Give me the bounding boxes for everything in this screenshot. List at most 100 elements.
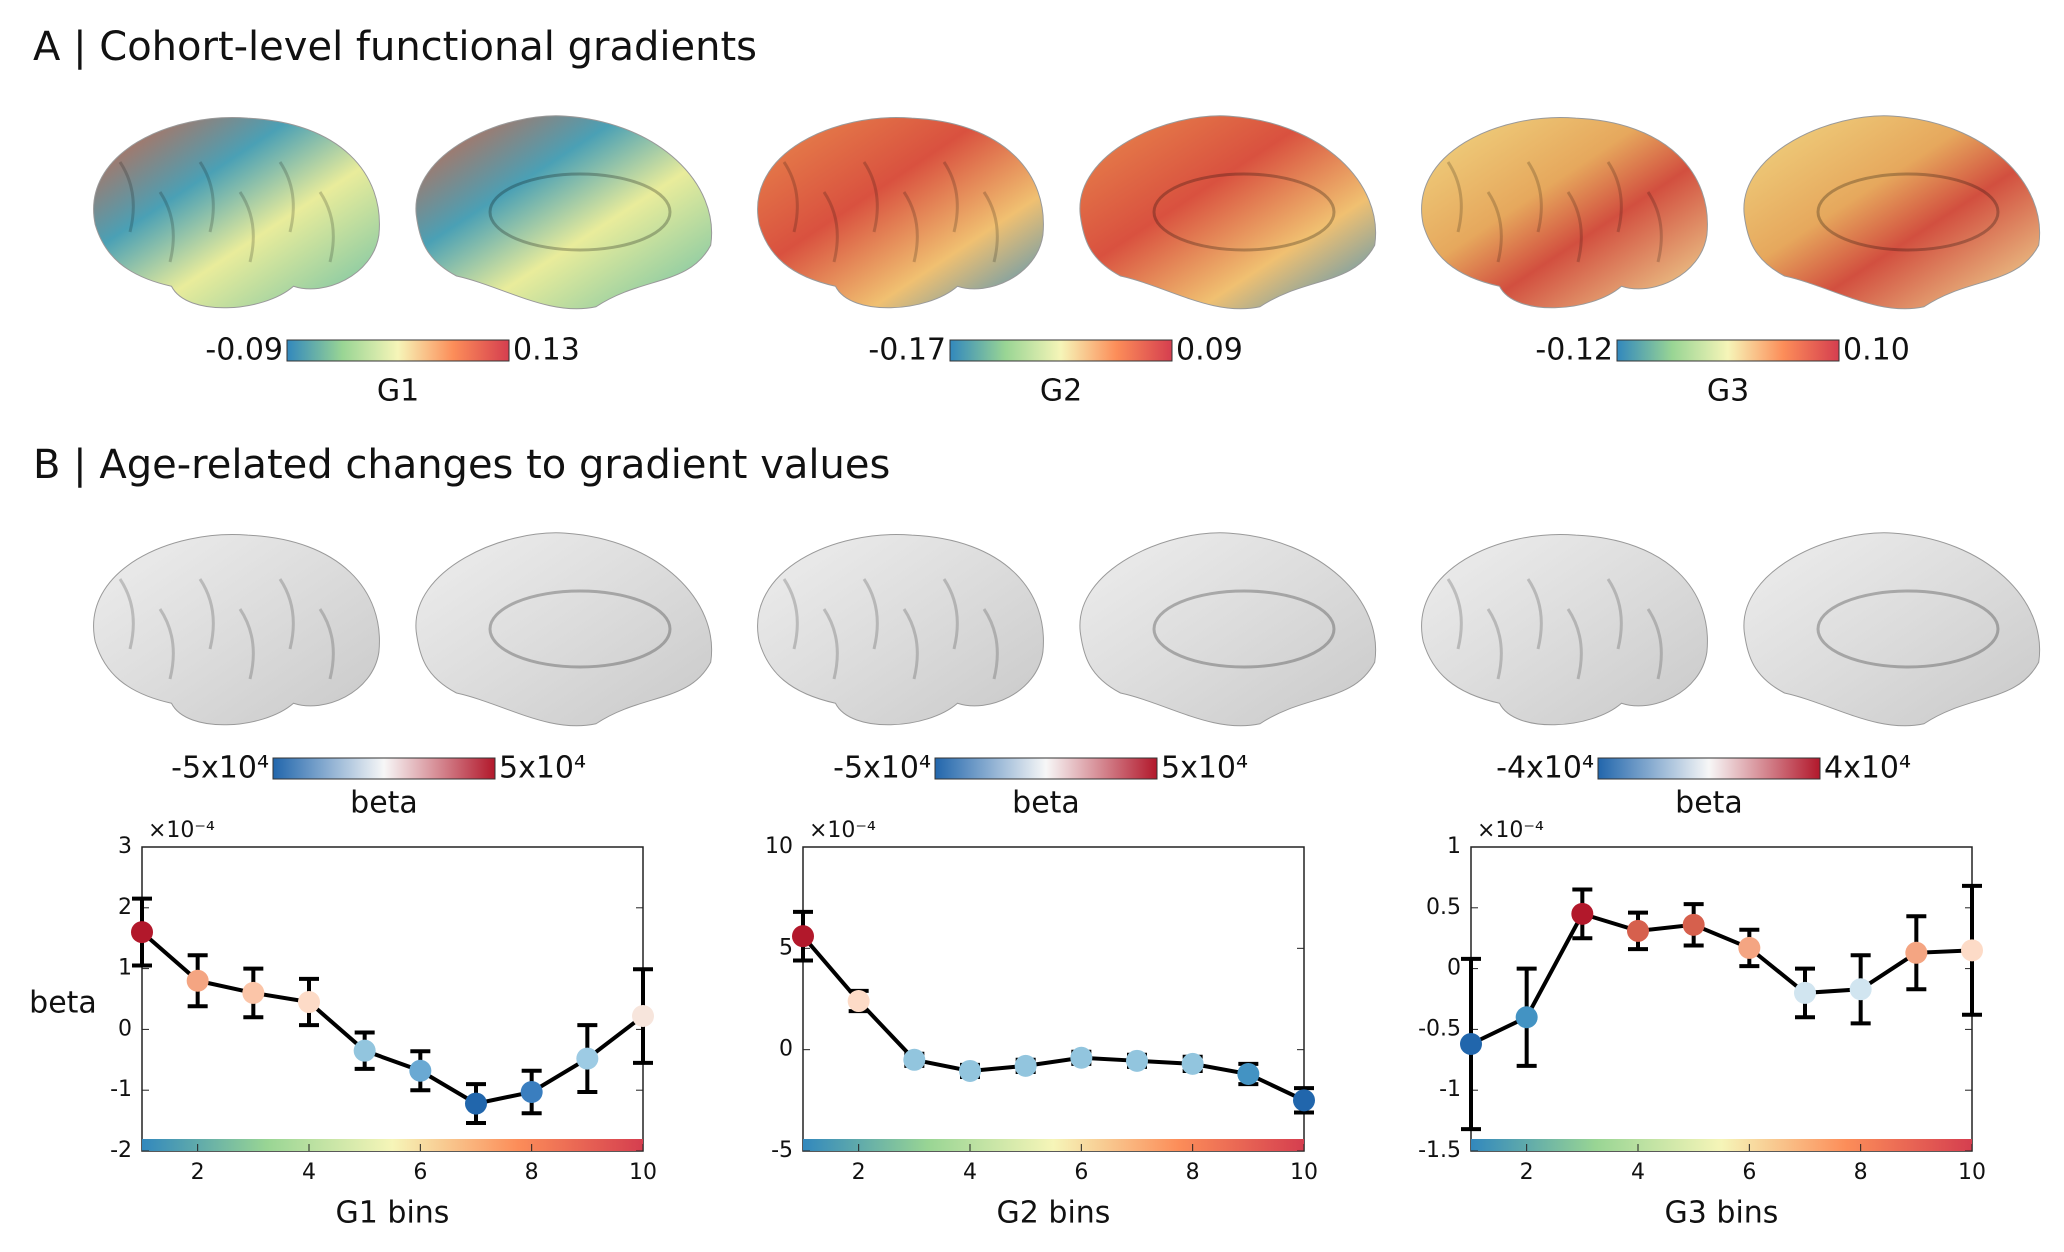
colorbar-max-label: 5x10⁴	[499, 751, 586, 786]
line	[140, 930, 645, 1106]
colorbar	[286, 339, 510, 362]
y-tick-label: 1	[118, 956, 132, 981]
colorbar-min-label: -4x10⁴	[1496, 751, 1594, 786]
point	[1515, 1006, 1538, 1029]
sulcus	[118, 161, 135, 233]
x-tick-label: 2	[852, 1160, 866, 1185]
x-tick-label: 2	[191, 1160, 205, 1185]
point	[1849, 978, 1872, 1001]
brain-lateral	[757, 534, 1044, 726]
x-tick-label: 8	[525, 1160, 539, 1185]
x-tick-label: 10	[1958, 1160, 1986, 1185]
point	[520, 1081, 543, 1104]
x-axis-label: G2 bins	[997, 1196, 1111, 1231]
colorbar	[949, 339, 1173, 362]
sulcus	[318, 191, 335, 263]
sulcus	[862, 161, 879, 233]
colorbar-min-label: -0.17	[868, 333, 946, 368]
sulcus	[1526, 161, 1543, 233]
colorbar-title: beta	[1675, 786, 1743, 821]
y-tick-label: 10	[765, 834, 793, 859]
point	[576, 1047, 599, 1070]
brain-lateral	[757, 117, 1044, 309]
point	[1738, 936, 1761, 959]
sulcus	[278, 578, 295, 650]
sulcus	[1486, 608, 1503, 680]
panel-b-title: B | Age-related changes to gradient valu…	[33, 442, 890, 488]
colorbar	[934, 757, 1158, 780]
x-tick-label: 4	[1631, 1160, 1645, 1185]
y-tick-label: 3	[118, 834, 132, 859]
axis-colorbar	[1471, 1139, 1972, 1151]
point	[465, 1092, 487, 1115]
x-tick-label: 8	[1186, 1160, 1200, 1185]
y-axis-label: beta	[29, 986, 97, 1021]
scale-label: ×10⁻⁴	[1477, 818, 1544, 843]
point	[1460, 1032, 1482, 1055]
point	[1682, 913, 1705, 936]
sulcus	[238, 191, 255, 263]
colorbar-max-label: 0.10	[1843, 333, 1910, 368]
x-tick-label: 6	[1742, 1160, 1756, 1185]
sulcus	[1526, 578, 1543, 650]
scale-label: ×10⁻⁴	[809, 818, 876, 843]
corpus-callosum	[1816, 172, 2000, 252]
colorbar-max-label: 0.09	[1176, 333, 1243, 368]
sulcus	[982, 608, 999, 680]
point	[903, 1048, 926, 1071]
corpus-callosum	[488, 589, 672, 669]
sulcus	[942, 161, 959, 233]
brain-medial	[1743, 532, 2041, 727]
point	[1961, 939, 1983, 962]
y-tick-label: -2	[110, 1138, 132, 1163]
brain-lateral	[93, 117, 380, 309]
point	[1627, 919, 1649, 942]
line	[1470, 911, 1973, 1046]
point	[409, 1059, 432, 1082]
colorbar-min-label: -5x10⁴	[171, 751, 269, 786]
sulcus	[158, 191, 175, 263]
colorbar-title: G1	[377, 374, 419, 409]
point	[959, 1059, 981, 1082]
y-tick-label: 2	[118, 895, 132, 920]
brain-lateral	[93, 534, 380, 726]
axes-frame	[141, 846, 644, 1152]
corpus-callosum	[1816, 589, 2000, 669]
sulcus	[278, 161, 295, 233]
corpus-callosum	[488, 172, 672, 252]
colorbar-title: beta	[1012, 786, 1080, 821]
scale-label: ×10⁻⁴	[148, 818, 215, 843]
colorbar-max-label: 0.13	[513, 333, 580, 368]
sulcus	[982, 191, 999, 263]
y-tick-label: -0.5	[1418, 1016, 1461, 1041]
sulcus	[1646, 191, 1663, 263]
x-tick-label: 6	[413, 1160, 427, 1185]
x-tick-label: 10	[1290, 1160, 1318, 1185]
sulcus	[1486, 191, 1503, 263]
axes-frame	[1470, 846, 1973, 1152]
sulcus	[198, 578, 215, 650]
point	[1126, 1049, 1148, 1072]
axis-colorbar	[142, 1139, 643, 1151]
x-tick-label: 8	[1854, 1160, 1868, 1185]
sulcus	[902, 191, 919, 263]
sulcus	[318, 608, 335, 680]
colorbar	[1597, 757, 1821, 780]
sulcus	[862, 578, 879, 650]
x-axis-label: G3 bins	[1665, 1196, 1779, 1231]
y-tick-label: 0	[118, 1016, 132, 1041]
colorbar-min-label: -0.12	[1535, 333, 1613, 368]
colorbar-max-label: 4x10⁴	[1824, 751, 1911, 786]
colorbar-title: G2	[1040, 374, 1082, 409]
x-tick-label: 10	[629, 1160, 657, 1185]
sulcus	[782, 578, 799, 650]
x-axis-label: G1 bins	[336, 1196, 450, 1231]
x-tick-label: 2	[1520, 1160, 1534, 1185]
point	[632, 1005, 654, 1028]
point	[186, 969, 209, 992]
sulcus	[1646, 608, 1663, 680]
y-tick-label: 1	[1447, 834, 1461, 859]
y-tick-label: 0.5	[1426, 895, 1461, 920]
corpus-callosum	[1152, 589, 1336, 669]
brain-lateral	[1421, 117, 1708, 309]
